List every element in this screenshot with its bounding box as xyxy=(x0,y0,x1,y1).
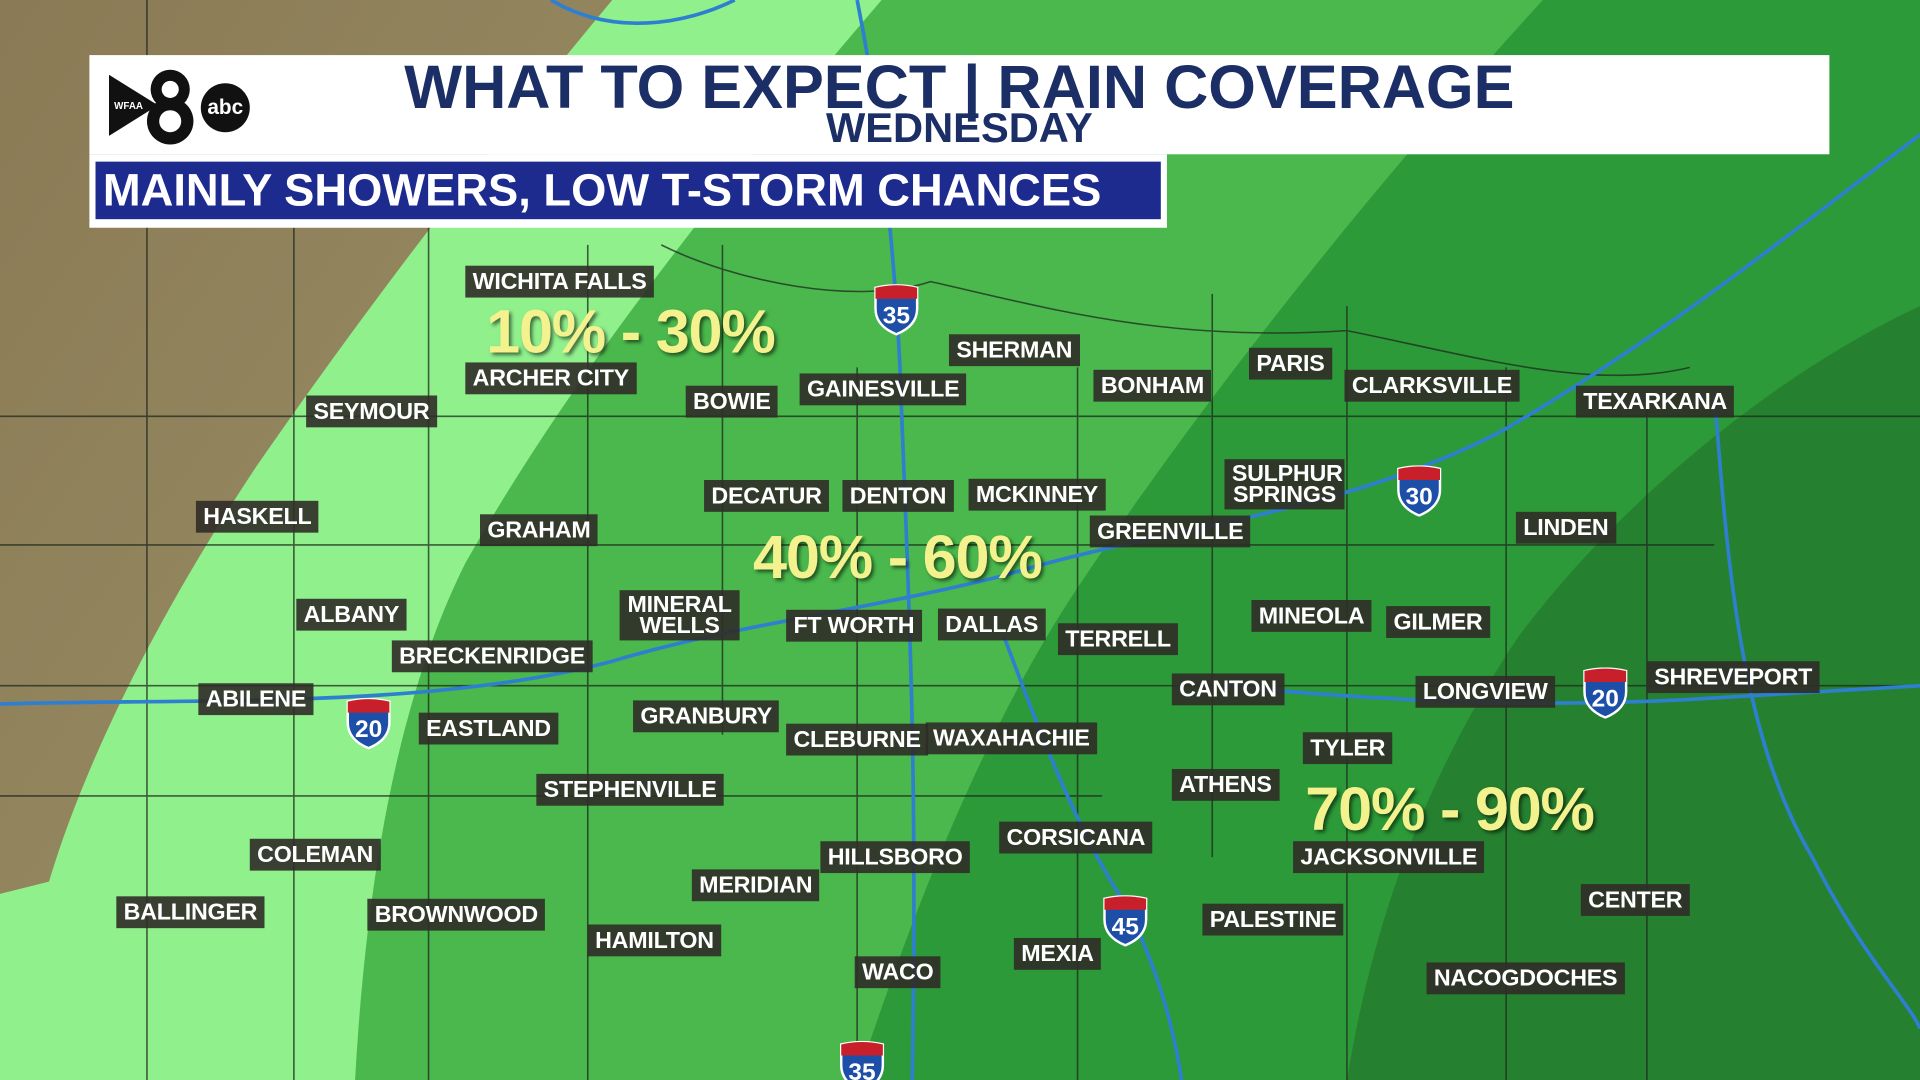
city-label: ATHENS xyxy=(1171,768,1279,801)
header: abc WFAA 8 WHAT TO EXPECT | RAIN COVERAG… xyxy=(89,52,1830,155)
logo-arrow xyxy=(108,74,158,136)
interstate-shield: 35 xyxy=(872,284,921,336)
station-name: WFAA xyxy=(114,101,143,112)
city-label: BOWIE xyxy=(685,385,779,418)
coverage-label: 40% - 60% xyxy=(753,522,1043,592)
city-label: NACOGDOCHES xyxy=(1426,962,1625,995)
city-label: TERRELL xyxy=(1057,623,1179,656)
city-label: PARIS xyxy=(1248,347,1332,380)
network-badge xyxy=(200,83,250,133)
city-label: PALESTINE xyxy=(1202,903,1344,936)
coverage-label: 70% - 90% xyxy=(1305,775,1595,844)
banner: MAINLY SHOWERS, LOW T-STORM CHANCES xyxy=(95,161,1161,220)
interstate-number: 20 xyxy=(354,716,383,744)
city-label: CLARKSVILLE xyxy=(1344,369,1520,402)
city-label: CLEBURNE xyxy=(786,723,929,756)
network-name: abc xyxy=(207,96,243,119)
city-label: ABILENE xyxy=(198,683,314,716)
city-label: DECATUR xyxy=(704,480,830,512)
interstate-shield: 20 xyxy=(1581,667,1630,719)
city-label: LONGVIEW xyxy=(1415,675,1555,708)
coverage-label: 10% - 30% xyxy=(486,297,776,367)
city-label: HAMILTON xyxy=(587,924,722,957)
city-label: CANTON xyxy=(1171,673,1285,706)
city-label: FT WORTH xyxy=(786,609,922,642)
city-label: MERIDIAN xyxy=(691,869,820,902)
city-label: GILMER xyxy=(1386,606,1490,638)
city-label: BRECKENRIDGE xyxy=(391,640,593,673)
city-label: LINDEN xyxy=(1515,511,1616,544)
city-label: GRANBURY xyxy=(633,700,780,733)
interstate-shield: 20 xyxy=(344,697,393,750)
city-label: MCKINNEY xyxy=(968,478,1106,511)
city-label: GAINESVILLE xyxy=(799,373,967,406)
interstate-number: 45 xyxy=(1111,913,1139,941)
city-label: HILLSBORO xyxy=(820,841,970,874)
city-label: TYLER xyxy=(1302,732,1393,765)
city-label: WICHITA FALLS xyxy=(465,265,654,298)
interstate-number: 35 xyxy=(882,302,910,330)
city-label: STEPHENVILLE xyxy=(536,773,724,806)
interstate-shield: 45 xyxy=(1101,895,1150,947)
title: WHAT TO EXPECT | RAIN COVERAGE xyxy=(404,52,1515,122)
city-label: BONHAM xyxy=(1093,369,1212,402)
city-label: DENTON xyxy=(842,480,954,512)
city-label: HASKELL xyxy=(195,500,319,533)
city-label: WACO xyxy=(854,956,941,989)
city-label: WAXAHACHIE xyxy=(925,722,1097,755)
city-label: CENTER xyxy=(1580,884,1690,916)
city-label: MINERAL WELLS xyxy=(619,590,740,641)
city-label: CORSICANA xyxy=(999,821,1153,854)
banner-frame: MAINLY SHOWERS, LOW T-STORM CHANCES xyxy=(89,154,1167,228)
city-label: JACKSONVILLE xyxy=(1293,841,1485,874)
city-label: MINEOLA xyxy=(1251,600,1372,632)
city-label: SULPHUR SPRINGS xyxy=(1224,459,1345,510)
city-label: COLEMAN xyxy=(249,838,381,871)
city-label: BALLINGER xyxy=(116,896,265,929)
city-label: SHERMAN xyxy=(948,334,1080,367)
city-label: ARCHER CITY xyxy=(465,362,637,395)
interstate-shield: 35 xyxy=(838,1040,887,1080)
interstate-shield: 30 xyxy=(1395,465,1444,517)
city-label: GREENVILLE xyxy=(1089,515,1251,548)
city-label: SHREVEPORT xyxy=(1646,661,1820,694)
dark-zone xyxy=(1346,306,1920,1080)
interstate-number: 20 xyxy=(1591,685,1619,713)
interstate-number: 30 xyxy=(1405,483,1433,511)
city-label: MEXIA xyxy=(1013,937,1102,970)
city-label: DALLAS xyxy=(937,608,1046,641)
city-label: ALBANY xyxy=(296,598,407,631)
city-label: TEXARKANA xyxy=(1575,385,1735,418)
city-label: BROWNWOOD xyxy=(367,898,546,931)
subtitle: WEDNESDAY xyxy=(825,105,1093,152)
interstate-number: 35 xyxy=(848,1059,876,1080)
city-label: SEYMOUR xyxy=(306,395,437,428)
logo: abc WFAA 8 xyxy=(108,69,250,145)
city-label: EASTLAND xyxy=(418,712,559,745)
city-label: GRAHAM xyxy=(480,514,598,547)
